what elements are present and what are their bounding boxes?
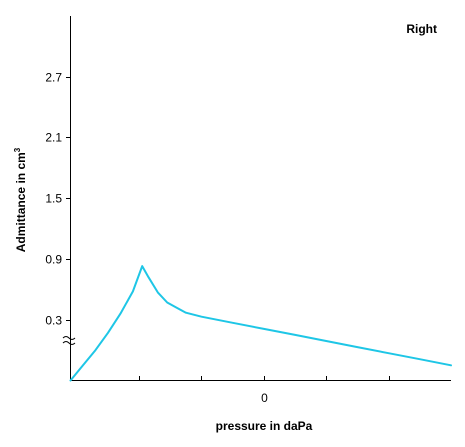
y-axis-title: Admittance in cm3 [13, 147, 28, 252]
y-tick-label-1: 0.9 [45, 253, 62, 267]
y-tick-label-2: 1.5 [45, 192, 62, 206]
x-axis-title: pressure in daPa [216, 419, 313, 433]
series-layer [69, 265, 452, 382]
x-tick-label-0: 0 [261, 391, 268, 405]
ear-label: Right [406, 22, 437, 36]
series-line-0 [69, 265, 452, 382]
y-tick-label-3: 2.1 [45, 131, 62, 145]
x-ticks: 0 [139, 376, 390, 405]
y-axis-title-superscript: 3 [13, 147, 22, 152]
y-ticks: 0.3 0.9 1.5 2.1 2.7 [45, 71, 71, 328]
y-tick-label-4: 2.7 [45, 71, 62, 85]
y-axis-title-text: Admittance in cm [14, 152, 28, 252]
y-tick-label-0: 0.3 [45, 314, 62, 328]
axis-break-icon [62, 336, 76, 345]
